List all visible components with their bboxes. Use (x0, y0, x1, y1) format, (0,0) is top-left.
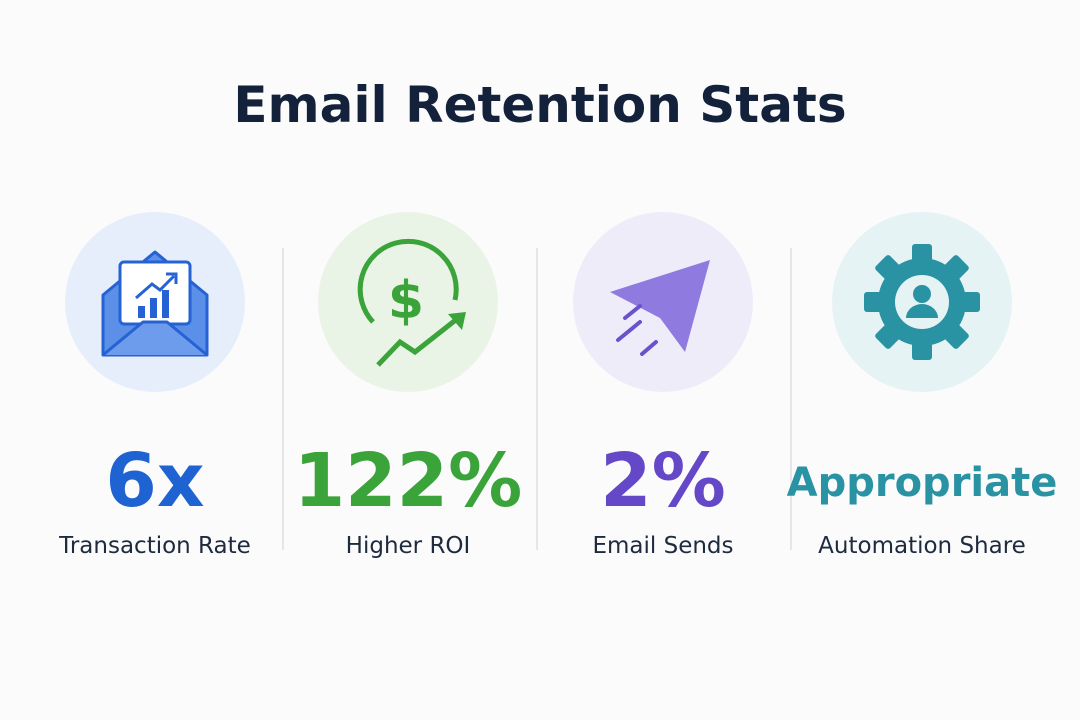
stat-label: Email Sends (592, 533, 733, 559)
stat-value: Appropriate (787, 460, 1058, 506)
stat-label: Higher ROI (346, 533, 471, 559)
envelope-icon (65, 212, 245, 392)
roi-icon: $ (318, 212, 498, 392)
stat-label: Automation Share (818, 533, 1026, 559)
stat-label: Transaction Rate (58, 533, 251, 559)
dollar-sign: $ (388, 271, 424, 331)
plane-icon (573, 212, 753, 392)
stat-value: 2% (600, 438, 726, 524)
gear-icon (832, 212, 1012, 392)
dividers (282, 248, 792, 550)
stat-value: 122% (294, 438, 523, 524)
title: Email Retention Stats (233, 76, 846, 134)
stats: 6x Transaction Rate 122% Higher ROI 2% Email … (58, 438, 1057, 559)
stat-value: 6x (105, 438, 204, 524)
